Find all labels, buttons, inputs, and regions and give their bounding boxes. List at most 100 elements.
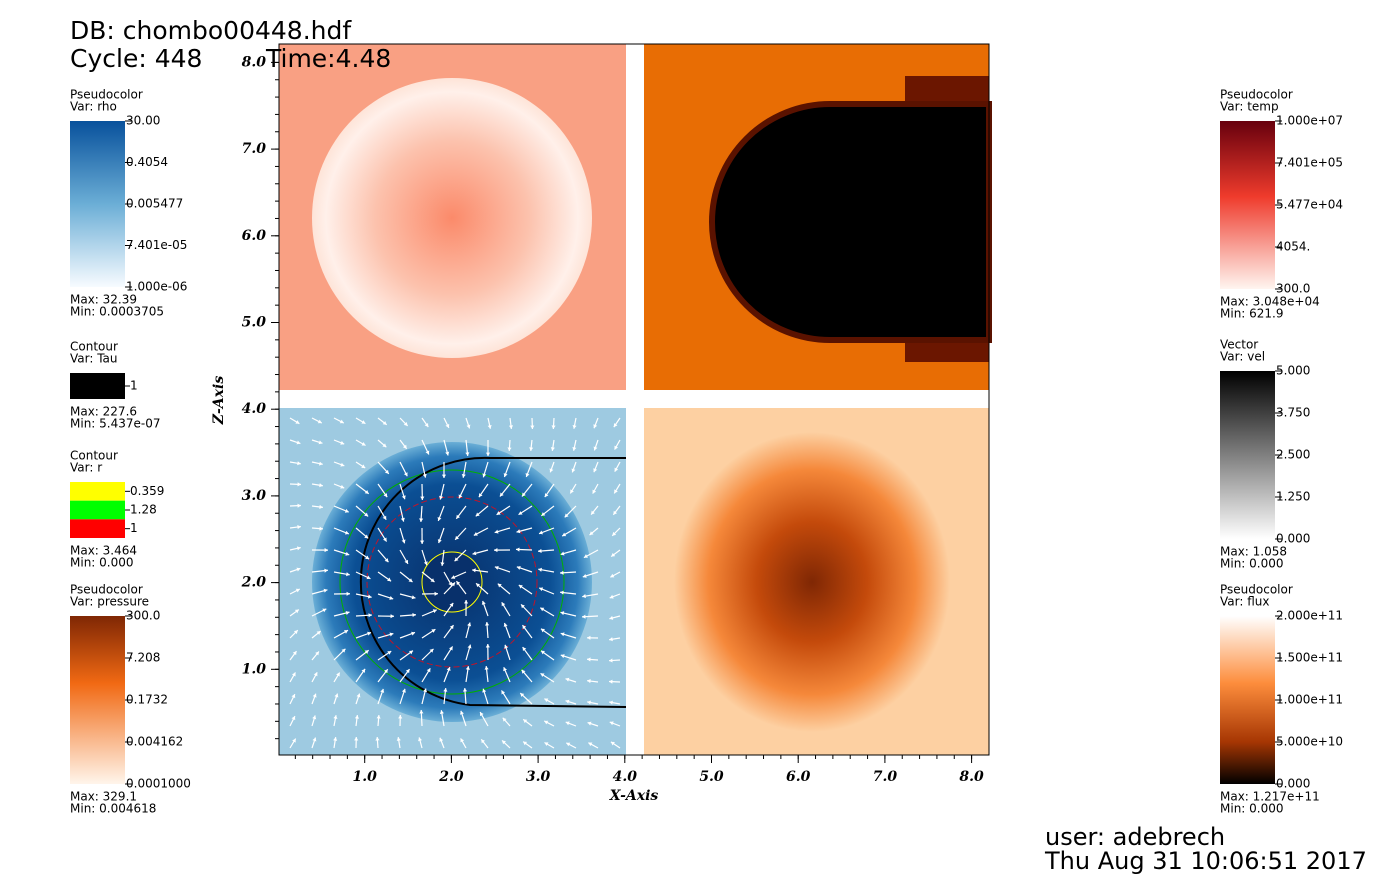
vector-head: [292, 651, 297, 656]
vector-head: [429, 648, 434, 653]
time-label: Time:4.48: [265, 44, 391, 73]
colorbar-label: 0.0001000: [126, 777, 191, 791]
vector-head: [315, 651, 319, 656]
vector-head: [446, 667, 451, 672]
colorbar-label: 2.000e+11: [1276, 609, 1343, 623]
vector-head: [480, 712, 484, 717]
vector-head: [408, 650, 413, 655]
legend-var: Var: rho: [70, 100, 117, 114]
y-tick-label: 5.0: [242, 315, 267, 331]
colorbar-label: 1.250: [1276, 490, 1310, 504]
legend-min: Min: 0.000: [1220, 557, 1284, 571]
vector-head: [449, 602, 454, 607]
vector-head: [312, 693, 317, 698]
vector-head: [583, 554, 588, 558]
vector-head: [609, 637, 613, 642]
cycle-label: Cycle: 448: [70, 44, 202, 73]
vector-head: [445, 451, 450, 456]
vector-head: [522, 492, 526, 497]
vector-head: [432, 609, 437, 614]
vector-head: [375, 737, 380, 741]
vector-head: [454, 557, 459, 562]
y-tick-label: 4.0: [242, 401, 267, 417]
vector-head: [430, 578, 435, 583]
vector-head: [445, 423, 450, 428]
colorbar-label: 300.0: [126, 609, 160, 623]
x-tick-label: 7.0: [873, 769, 898, 785]
x-tick-label: 2.0: [438, 769, 464, 785]
vector-head: [364, 512, 369, 517]
vector-head: [589, 531, 594, 536]
vector-head: [368, 613, 372, 618]
vector-head: [451, 575, 456, 579]
contour-label: 1.28: [130, 503, 157, 517]
vector-head: [354, 715, 359, 719]
vector-head: [518, 511, 523, 515]
colorbar-label: 2.500: [1276, 448, 1310, 462]
vector-head: [456, 581, 461, 586]
legend-min: Min: 0.000: [70, 556, 134, 570]
vector-head: [508, 425, 514, 429]
vector-head: [324, 568, 328, 573]
vector-head: [482, 473, 487, 478]
vector-head: [502, 740, 506, 745]
colorbar-label: 0.005477: [126, 197, 183, 211]
legend-title: Vector: [1220, 338, 1258, 352]
vector-head: [611, 552, 616, 557]
vector-head: [296, 546, 301, 551]
vector-head: [382, 537, 387, 542]
colorbar-label: 1.000e+07: [1276, 114, 1343, 128]
legend-var: Var: Tau: [70, 352, 118, 366]
vector-head: [485, 452, 491, 456]
vector-head: [540, 628, 545, 633]
legend-min: Min: 0.0003705: [70, 305, 164, 319]
vector-head: [614, 489, 618, 494]
vector-head: [380, 688, 385, 693]
vector-head: [501, 602, 506, 607]
vector-head: [420, 496, 425, 500]
vector-head: [516, 566, 521, 570]
vector-head: [405, 669, 410, 674]
axes: 1.0 2.0 3.0 4.0 5.0 6.0 7.0 8.0 1.0 2.0 3.0 4.0 5.0 6…: [241, 54, 984, 785]
legend-max: Max: 1.058: [1220, 545, 1287, 559]
vector-head: [504, 644, 509, 649]
colorbar: [1220, 121, 1275, 289]
vector-head: [295, 588, 300, 593]
vector-head: [484, 666, 489, 670]
vector-head: [550, 447, 555, 451]
vector-head: [530, 425, 535, 429]
vector-head: [466, 424, 471, 429]
legend-title: Pseudocolor: [1220, 88, 1293, 102]
vector-head: [384, 469, 389, 474]
vector-head: [482, 688, 487, 693]
vector-head: [522, 647, 527, 652]
vector-head: [523, 741, 528, 746]
vector-head: [467, 622, 472, 627]
vector-head: [344, 508, 349, 513]
vector-head: [560, 654, 565, 659]
vector-head: [291, 694, 296, 699]
vector-head: [424, 423, 429, 428]
colorbar-label: 0.1732: [126, 693, 168, 707]
legend-title: Pseudocolor: [70, 583, 143, 597]
vector-head: [295, 420, 300, 424]
vector-head: [540, 607, 545, 612]
legend-title: Contour: [70, 449, 118, 463]
vector-head: [587, 721, 592, 726]
vector-head: [494, 529, 499, 534]
vector-head: [522, 625, 527, 630]
db-label: DB: chombo00448.hdf: [70, 16, 352, 45]
vector-head: [518, 584, 523, 589]
vector-head: [609, 721, 614, 726]
vector-head: [464, 600, 469, 604]
colorbar-label: 0.004162: [126, 735, 183, 749]
vector-head: [401, 539, 406, 544]
vector-head: [565, 677, 570, 682]
vector-head: [516, 547, 520, 552]
temp-cold-region: [709, 101, 992, 343]
vector-head: [291, 672, 296, 677]
vector-head: [384, 558, 389, 563]
vector-head: [571, 468, 576, 473]
vector-head: [425, 450, 430, 455]
vector-head: [292, 738, 296, 743]
